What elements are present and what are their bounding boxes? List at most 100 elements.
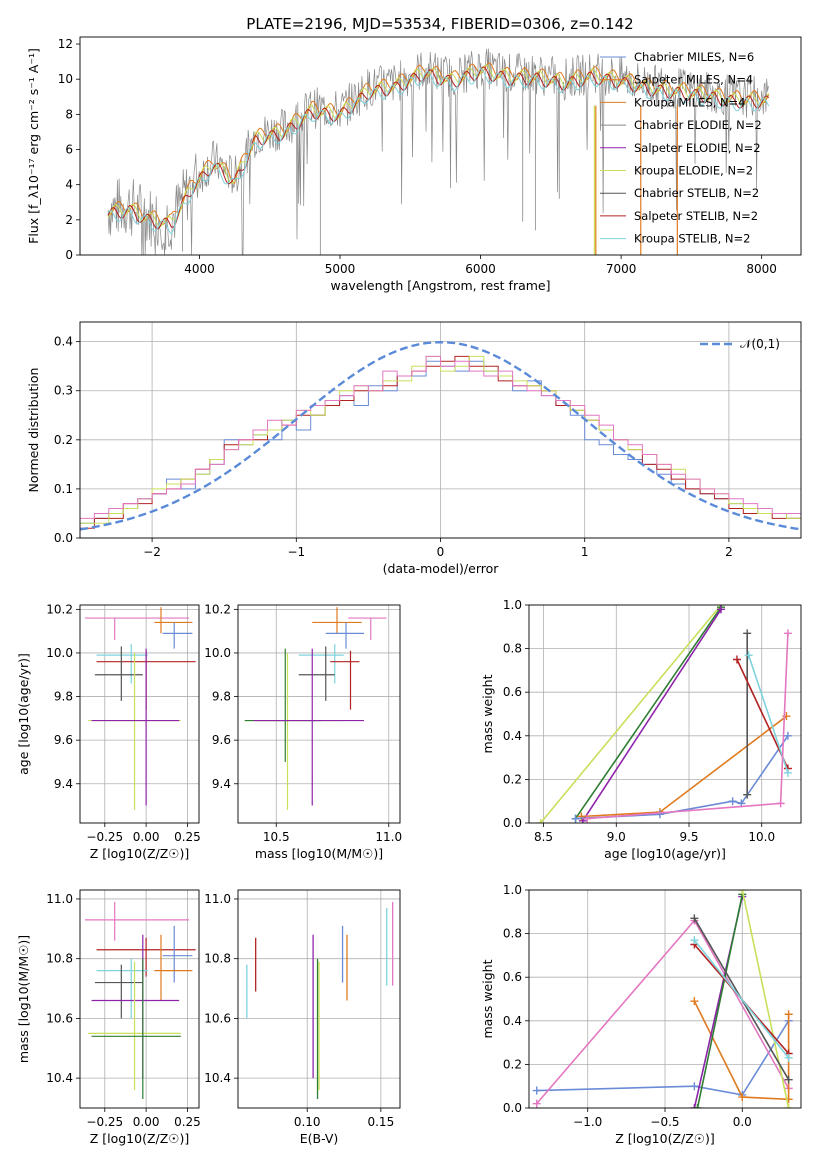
weight-line [536, 1020, 790, 1096]
axes-frame [528, 889, 802, 1109]
axes-frame [79, 36, 802, 256]
y-tick-label: 10.2 [204, 602, 231, 616]
x-tick-label: −0.5 [650, 1115, 679, 1129]
weight-line [736, 659, 789, 769]
y-tick-label: 6 [65, 143, 73, 157]
y-axis-label: Normed distribution [26, 368, 41, 493]
x-tick-label: 6000 [465, 262, 496, 276]
axes-frame [79, 604, 200, 824]
legend-entry: Salpeter MILES, N=4 [634, 73, 753, 87]
y-tick-label: 0.2 [54, 433, 73, 447]
weight-marker [784, 1075, 793, 1084]
x-tick-label: 0.0 [733, 1115, 752, 1129]
figure-title: PLATE=2196, MJD=53534, FIBERID=0306, z=0… [246, 15, 633, 33]
weight-marker [743, 790, 752, 799]
y-tick-label: 10.8 [46, 952, 73, 966]
mass_vs_z-panel: −0.25 0.00 0.25 10.4 10.6 10.8 11.0 Z [log10(Z/… [16, 889, 201, 1146]
weight-marker [776, 799, 785, 808]
weight-marker [743, 629, 752, 638]
y-tick-label: 10.2 [46, 602, 73, 616]
x-axis-label: (data-model)/error [383, 561, 500, 576]
spectrum-panel: 4000 5000 6000 7000 8000 0 2 4 6 8 10 12 wavelength … [26, 36, 802, 293]
x-tick-label: 0.10 [294, 1115, 321, 1129]
y-tick-label: 0.2 [503, 1057, 522, 1071]
weight-marker [536, 819, 545, 823]
y-tick-label: 9.8 [212, 690, 231, 704]
weight-marker [717, 605, 725, 614]
residuals-panel: −2 −1 0 1 2 0.0 0.1 0.2 0.3 0.4 (data-model)/error… [26, 321, 802, 576]
plot-area [107, 48, 770, 255]
y-tick-label: 0.8 [503, 927, 522, 941]
x-tick-label: 10.5 [263, 830, 290, 844]
weight-marker [783, 768, 792, 777]
weight-marker [532, 1086, 541, 1095]
x-tick-label: 11.0 [375, 830, 402, 844]
weight-marker [690, 936, 699, 945]
x-tick-label: 0.00 [133, 830, 160, 844]
axes-frame [79, 889, 200, 1109]
histogram-series [80, 355, 801, 538]
legend-entry: Kroupa ELODIE, N=2 [634, 164, 753, 178]
gridlines [80, 605, 199, 823]
y-tick-label: 9.6 [212, 733, 231, 747]
y-tick-label: 10 [58, 72, 73, 86]
gridlines [529, 889, 801, 1109]
normal-curve [80, 340, 801, 531]
legend-entry: Chabrier STELIB, N=2 [634, 186, 759, 200]
y-tick-label: 0.0 [503, 1101, 522, 1115]
weight-line [693, 939, 790, 1059]
y-tick-label: 10.0 [46, 646, 73, 660]
plot-area [536, 605, 792, 823]
y-axis-label: mass weight [480, 674, 495, 753]
axes-frame [528, 604, 802, 824]
weight-line [693, 1000, 790, 1101]
weight-marker [571, 814, 580, 823]
weight-line [747, 654, 789, 774]
axes-frame [237, 604, 401, 824]
age_vs_z-panel: −0.25 0.00 0.25 9.4 9.6 9.8 10.0 10.2 Z [log10(Z… [16, 602, 201, 861]
x-tick-label: −1.0 [573, 1115, 602, 1129]
y-tick-label: 0.8 [503, 642, 522, 656]
weight-marker [655, 810, 664, 819]
weight-marker [733, 655, 741, 664]
weight-marker [784, 1104, 793, 1108]
x-tick-label: −1 [287, 545, 305, 559]
weight-line [575, 735, 789, 820]
x-tick-label: 0.25 [174, 830, 201, 844]
x-tick-label: 5000 [325, 262, 356, 276]
weight-line [539, 605, 722, 823]
legend-entry: Chabrier ELODIE, N=2 [634, 118, 762, 132]
y-tick-label: 12 [58, 37, 73, 51]
plot-area [246, 901, 394, 1100]
y-tick-label: 11.0 [46, 892, 73, 906]
y-tick-label: 9.4 [212, 777, 231, 791]
weight-marker [783, 731, 792, 740]
weight-line [696, 894, 744, 1108]
x-axis-label: E(B-V) [300, 1131, 339, 1146]
weight-marker [738, 1093, 747, 1102]
y-tick-label: 1.0 [503, 883, 522, 897]
plot-area [84, 901, 196, 1100]
x-tick-label: 10.0 [748, 830, 775, 844]
legend-entry: Salpeter ELODIE, N=2 [634, 141, 761, 155]
y-tick-label: 10.6 [46, 1011, 73, 1025]
x-tick-label: 8.5 [534, 830, 553, 844]
weight-marker [690, 1104, 699, 1108]
x-tick-label: −0.25 [86, 830, 123, 844]
gridlines [80, 322, 801, 539]
x-tick-label: 2 [725, 545, 733, 559]
weight-marker [577, 812, 586, 821]
weight-line [582, 608, 722, 822]
y-tick-label: 0.4 [503, 729, 522, 743]
weight-marker [728, 797, 737, 806]
x-tick-label: 8000 [746, 262, 777, 276]
x-tick-label: 7000 [606, 262, 637, 276]
x-axis-label: mass [log10(M/M☉)] [255, 846, 383, 861]
legend-entry: 𝒩(0,1) [740, 337, 780, 351]
y-tick-label: 0.1 [54, 482, 73, 496]
y-tick-label: 0 [65, 248, 73, 262]
model-spectrum-line [107, 68, 770, 235]
x-tick-label: 1 [581, 545, 589, 559]
legend-entry: Chabrier MILES, N=6 [634, 50, 754, 64]
